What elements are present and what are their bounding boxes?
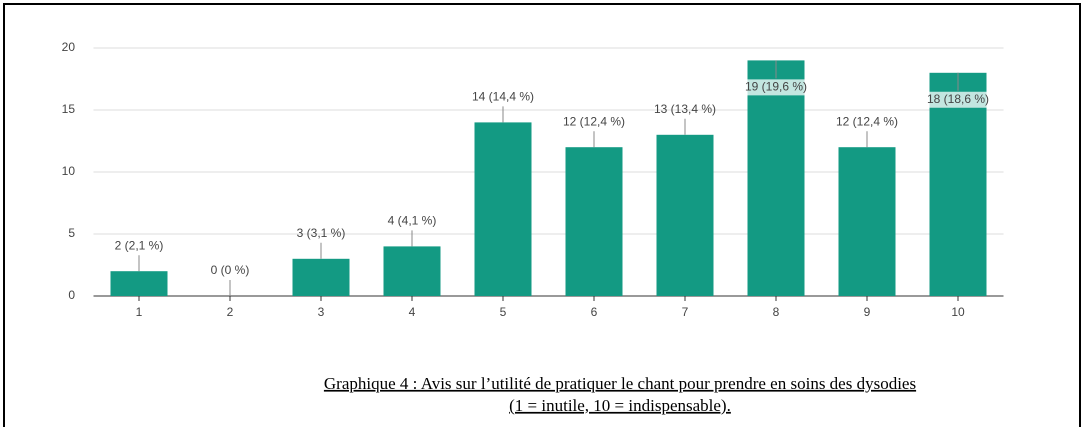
y-tick-label: 5	[68, 226, 75, 240]
x-tick-label: 1	[136, 305, 143, 319]
x-tick-label: 6	[591, 305, 598, 319]
data-label: 4 (4,1 %)	[388, 214, 437, 228]
bar	[929, 72, 987, 296]
data-label: 12 (12,4 %)	[563, 114, 625, 128]
bar	[474, 122, 532, 297]
x-tick-label: 4	[409, 305, 416, 319]
caption-line: (1 = inutile, 10 = indispensable).	[509, 396, 731, 415]
y-tick-label: 15	[62, 102, 76, 116]
x-tick-label: 2	[227, 305, 234, 319]
bar	[838, 147, 896, 296]
bar	[747, 60, 805, 297]
x-tick-label: 3	[318, 305, 325, 319]
x-tick-label: 5	[500, 305, 507, 319]
bar	[292, 258, 350, 296]
y-tick-label: 0	[68, 288, 75, 302]
data-label: 13 (13,4 %)	[654, 102, 716, 116]
data-label: 3 (3,1 %)	[297, 226, 346, 240]
bar	[383, 246, 441, 296]
x-tick-label: 8	[773, 305, 780, 319]
x-tick-label: 9	[864, 305, 871, 319]
bar	[656, 134, 714, 296]
data-label: 12 (12,4 %)	[836, 114, 898, 128]
y-tick-label: 10	[62, 164, 76, 178]
data-label: 0 (0 %)	[211, 263, 250, 277]
bar	[110, 271, 168, 296]
bar	[565, 147, 623, 296]
caption-line: Graphique 4 : Avis sur l’utilité de prat…	[324, 374, 916, 393]
data-label: 19 (19,6 %)	[745, 80, 807, 94]
data-label: 2 (2,1 %)	[115, 238, 164, 252]
data-label: 14 (14,4 %)	[472, 90, 534, 104]
label-bg	[738, 79, 814, 96]
y-tick-label: 20	[62, 40, 76, 54]
x-tick-label: 7	[682, 305, 689, 319]
frame	[3, 3, 1081, 427]
data-label: 18 (18,6 %)	[927, 92, 989, 106]
label-bg	[920, 91, 996, 108]
x-tick-label: 10	[951, 305, 965, 319]
